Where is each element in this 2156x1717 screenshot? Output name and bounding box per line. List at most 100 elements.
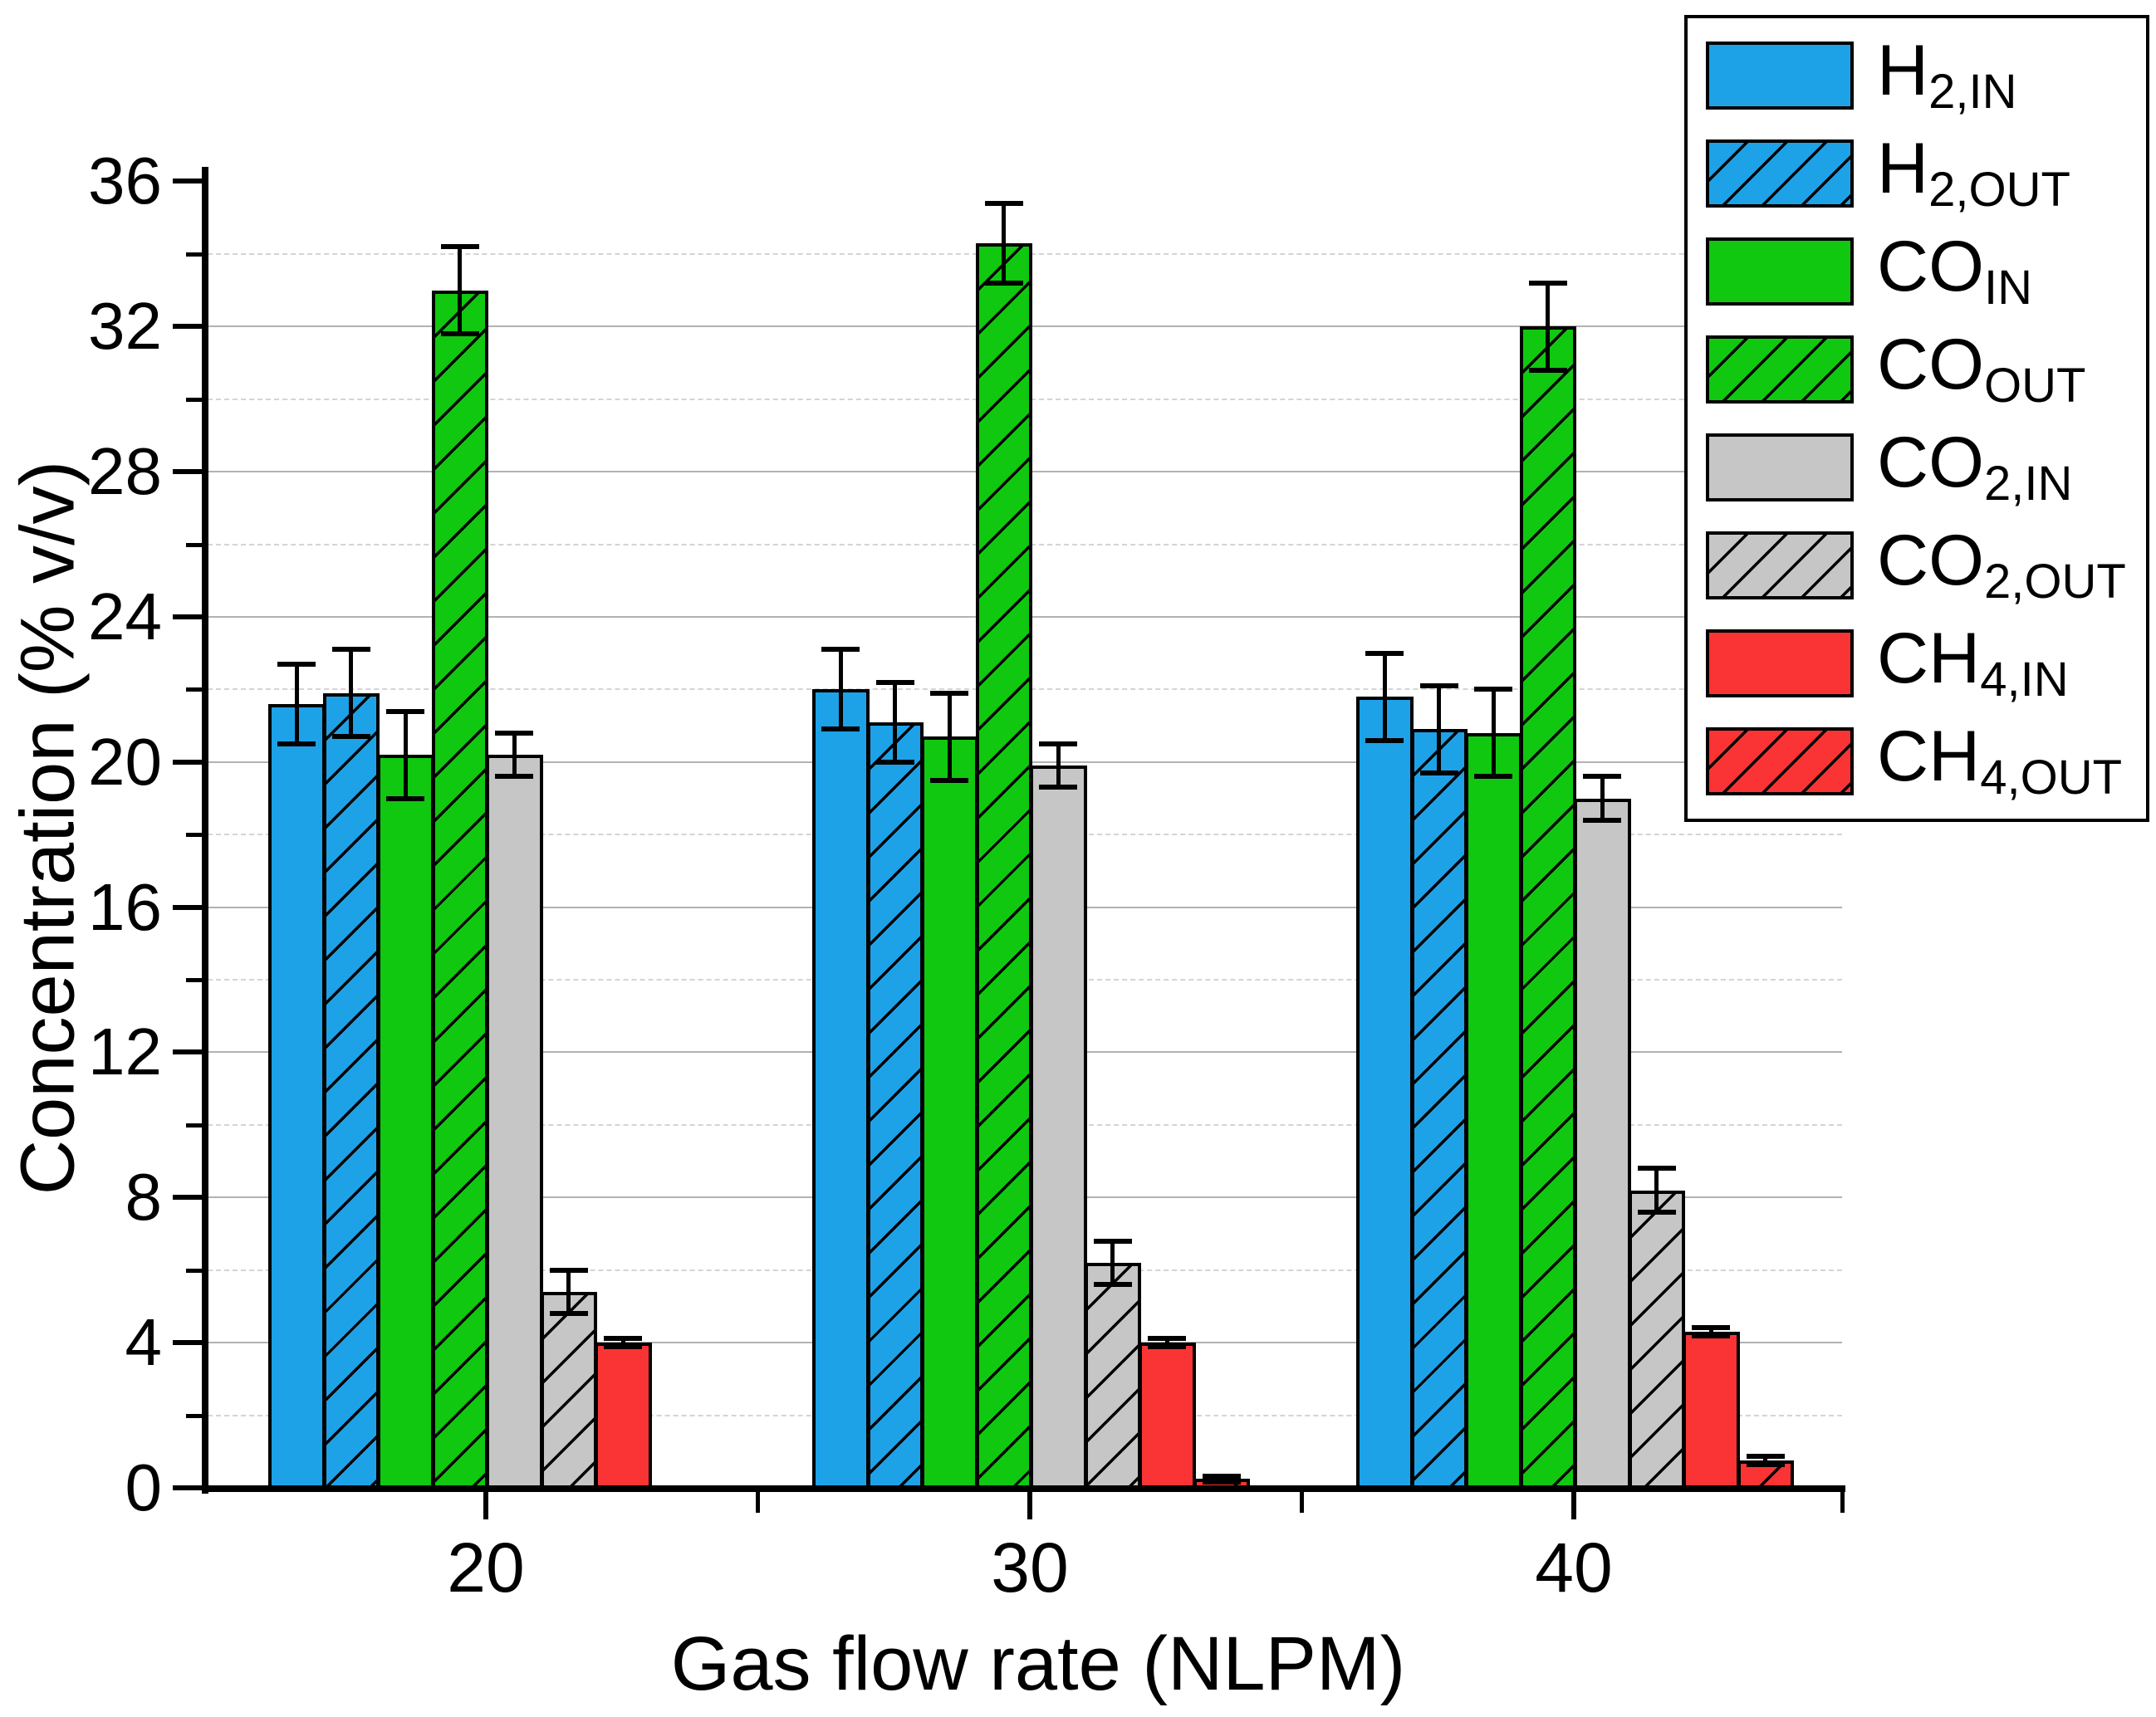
error-bar-cap [331,647,370,653]
error-bar-cap [1419,770,1458,775]
x-tick-label: 20 [447,1529,525,1607]
legend-label: H2,OUT [1877,133,2070,214]
error-bar [893,682,898,762]
legend-label-sub: 4,OUT [1980,751,2123,805]
legend-swatch [1706,433,1854,501]
error-bar-cap [549,1267,588,1273]
y-tick-label: 12 [88,1015,162,1089]
x-tick-minor [1300,1491,1304,1513]
error-bar-cap [1365,737,1404,743]
y-tick-minor [186,687,208,692]
y-tick-minor [186,833,208,838]
error-bar-cap [331,734,370,740]
error-bar-cap [1419,683,1458,689]
legend-swatch [1706,629,1854,697]
error-bar [294,663,299,744]
legend-label-sub: IN [1984,261,2032,316]
error-bar [1110,1240,1115,1285]
error-bar-cap [386,795,425,801]
error-bar [1654,1168,1659,1212]
y-tick [173,759,208,765]
y-tick [173,469,208,475]
error-bar-cap [1692,1333,1731,1339]
error-bar-cap [821,726,860,732]
bar [1574,798,1631,1491]
error-bar-cap [984,200,1023,206]
bar [1356,697,1414,1491]
legend-label: CH4,IN [1877,623,2069,704]
x-tick-minor [756,1491,760,1513]
error-bar-cap [1365,650,1404,656]
error-bar-cap [604,1344,643,1350]
legend-item: CH4,IN [1706,623,2146,704]
error-bar [620,1338,625,1348]
bar [866,722,924,1491]
error-bar [947,692,952,780]
y-tick [173,614,208,619]
error-bar [1219,1475,1224,1482]
error-bar [1164,1338,1169,1348]
legend-item: H2,IN [1706,35,2146,116]
y-tick [173,179,208,184]
y-tick-label: 16 [88,869,162,944]
y-tick-minor [186,1268,208,1273]
error-bar [566,1269,571,1314]
error-bar-cap [1202,1479,1241,1485]
y-tick [173,1485,208,1490]
legend-label-main: H [1877,30,1929,110]
error-bar-cap [1148,1344,1187,1350]
error-bar-cap [604,1335,643,1341]
error-bar [1437,686,1442,773]
bar [268,703,326,1491]
x-tick [1027,1491,1032,1519]
error-bar-cap [495,730,534,736]
error-bar-cap [1583,817,1622,823]
y-tick [173,324,208,330]
error-bar-cap [875,679,914,685]
legend-swatch [1706,237,1854,306]
legend-item: H2,OUT [1706,133,2146,214]
legend-label-main: H [1877,128,1929,208]
bar [486,755,543,1491]
bar [377,755,434,1491]
y-tick-minor [186,397,208,402]
error-bar-cap [1637,1209,1676,1215]
bar [1084,1263,1141,1491]
y-tick-label: 0 [125,1450,163,1524]
legend-swatch [1706,531,1854,599]
legend-label-main: CH [1877,716,1981,796]
error-bar-cap [1039,741,1078,746]
error-bar-cap [1746,1462,1785,1468]
error-bar-cap [1093,1282,1132,1288]
legend-item: CO2,IN [1706,427,2146,508]
y-tick-label: 20 [88,724,162,799]
error-bar [512,732,517,777]
y-axis-line [202,167,208,1494]
error-bar [403,711,408,799]
error-bar-cap [1148,1335,1187,1341]
y-tick-label: 28 [88,434,162,509]
legend-swatch [1706,726,1854,795]
y-tick-minor [186,1123,208,1128]
legend-label: CO2,IN [1877,427,2072,508]
error-bar [838,649,843,730]
error-bar [1546,282,1551,370]
error-bar-cap [1093,1238,1132,1244]
legend-label-sub: 4,IN [1980,653,2069,707]
y-tick-minor [186,978,208,983]
error-bar-cap [277,661,316,667]
legend-item: COOUT [1706,329,2146,410]
y-tick-label: 8 [125,1160,163,1235]
bar [1410,729,1468,1491]
error-bar-cap [1202,1473,1241,1479]
error-bar-cap [1746,1453,1785,1459]
bar [812,689,870,1491]
error-bar-cap [386,708,425,714]
y-tick-minor [186,1413,208,1418]
bar [1465,732,1522,1491]
error-bar [349,649,354,737]
legend-label-sub: OUT [1984,359,2086,413]
error-bar-cap [821,647,860,653]
y-tick-label: 4 [125,1305,163,1380]
y-tick [173,904,208,910]
